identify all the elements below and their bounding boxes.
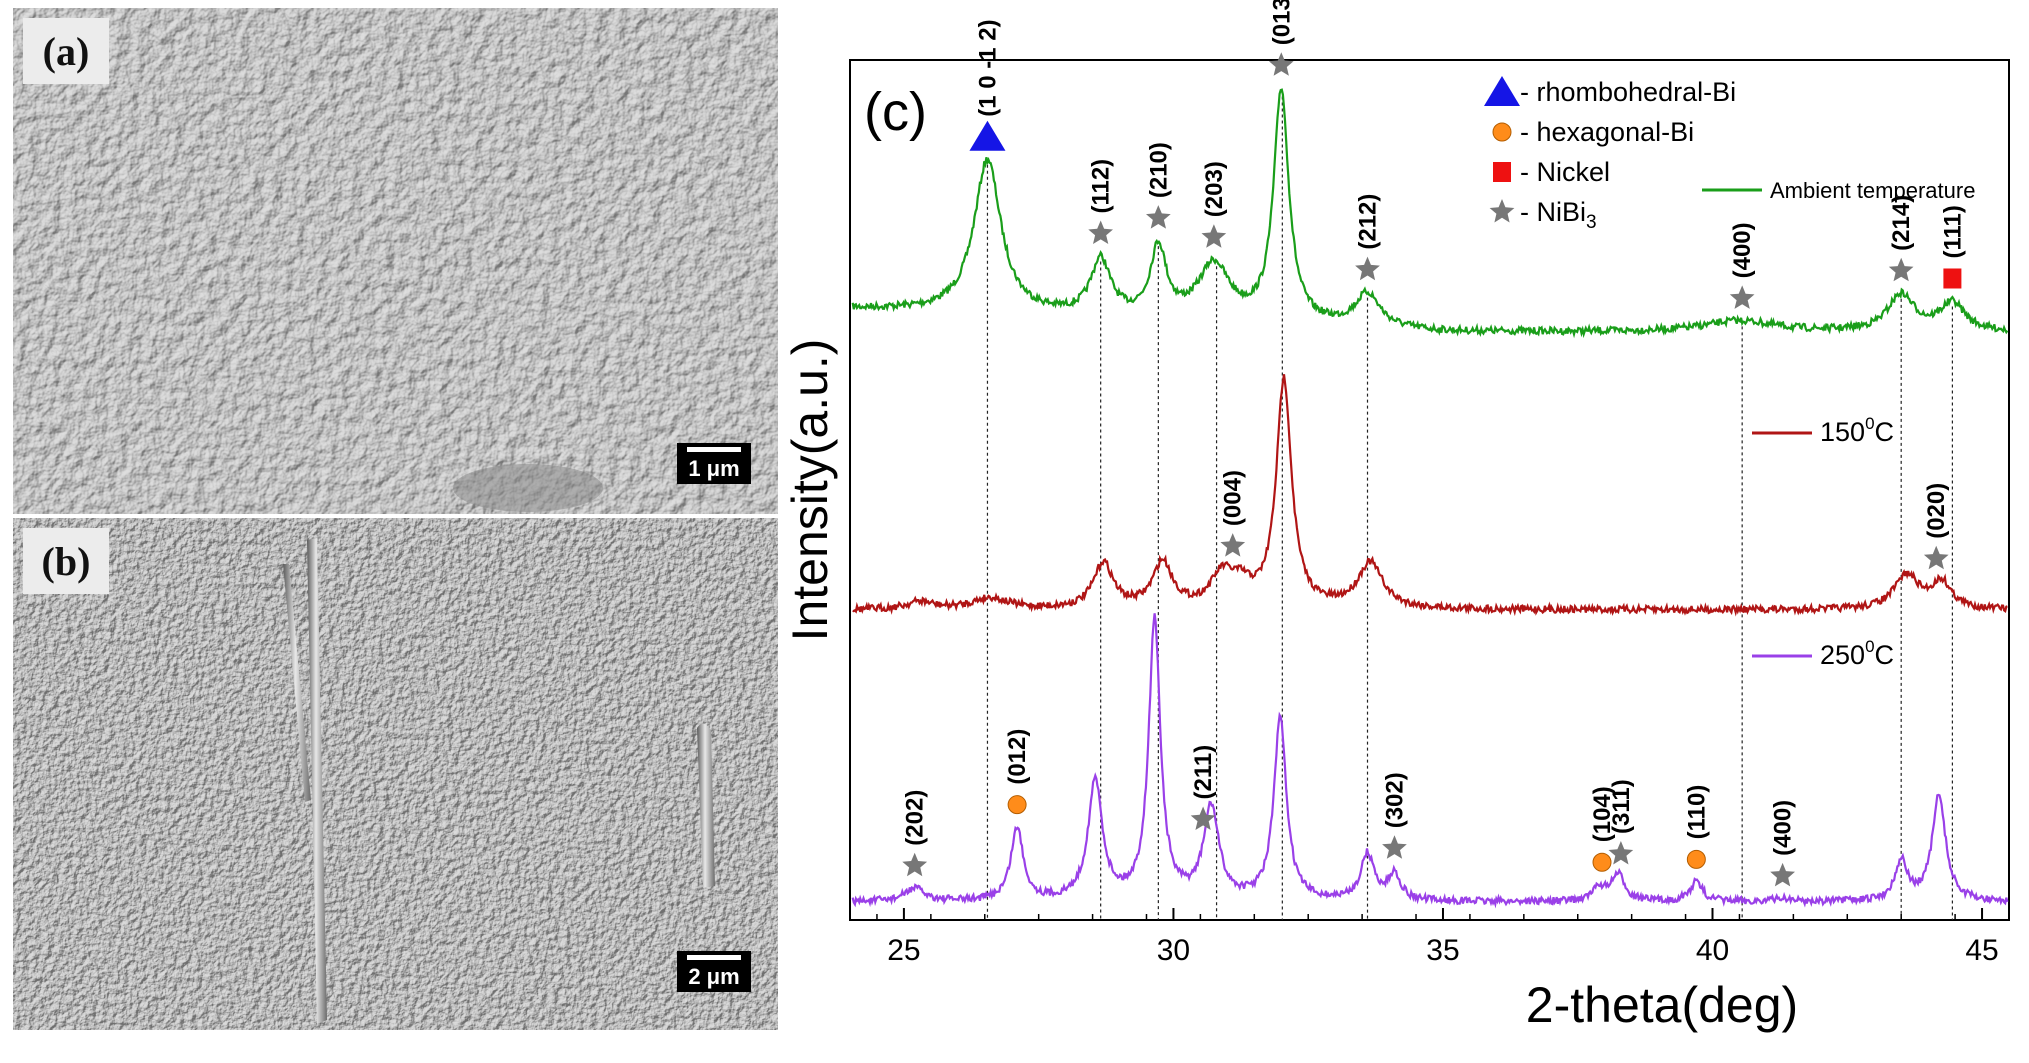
- legend-label: - NiBi3: [1520, 197, 1597, 233]
- peak-marker-star-icon: [1382, 835, 1407, 859]
- peak-marker-star-icon: [1770, 862, 1795, 887]
- x-tick-label: 35: [1426, 934, 1459, 967]
- peak-label: (211): [1190, 745, 1217, 800]
- peak-label: (104): [1589, 786, 1616, 842]
- scale-bar-line: [687, 955, 741, 960]
- scale-bar-a: 1 μm: [677, 443, 751, 484]
- legend-label-sub: 3: [1586, 212, 1597, 233]
- panel-label-a: (a): [23, 18, 109, 84]
- peak-marker-star-icon: [1190, 806, 1216, 830]
- peak-label: (214): [1888, 195, 1915, 251]
- peak-marker-star-icon: [1923, 545, 1949, 570]
- series-line-0: [851, 88, 2009, 339]
- legend-label: - hexagonal-Bi: [1520, 117, 1694, 147]
- series-label: Ambient temperature: [1770, 178, 1975, 203]
- whisker-thin: [283, 564, 311, 802]
- sem-texture-a: [13, 8, 778, 514]
- peak-marker-star-icon: [1608, 841, 1634, 865]
- series-line-2: [851, 613, 2009, 909]
- series-label-tail: C: [1875, 417, 1895, 447]
- peak-label: (210): [1145, 142, 1172, 198]
- xrd-chart: (1 0 -1 2) (112) (210) (203) (013) (212) (400)…: [782, 0, 2010, 1033]
- legend-star-icon: [1489, 199, 1515, 223]
- scale-bar-b: 2 μm: [677, 951, 751, 992]
- x-tick-label: 25: [887, 934, 920, 967]
- peak-label: (302): [1381, 772, 1408, 828]
- series-line-1: [852, 374, 2008, 617]
- peak-label: (212): [1355, 194, 1382, 250]
- peak-label: (203): [1201, 161, 1228, 217]
- xrd-chart-panel: (1 0 -1 2) (112) (210) (203) (013) (212) (400)…: [782, 0, 2029, 1063]
- peak-label: (1 0 -1 2): [974, 19, 1001, 116]
- peak-label: (020): [1923, 483, 1950, 539]
- plot-frame: [849, 59, 2010, 921]
- legend-label: - rhombohedral-Bi: [1520, 77, 1736, 107]
- legend-circle-icon: [1492, 122, 1512, 142]
- panel-label-c: (c): [864, 82, 927, 142]
- x-tick-label: 45: [1965, 934, 1998, 967]
- x-tick-label: 40: [1696, 934, 1729, 967]
- scale-bar-text: 1 μm: [688, 456, 740, 481]
- x-axis: 25 30 35 40 45: [876, 908, 1999, 967]
- peak-marker-star-icon: [1146, 205, 1171, 229]
- series-label-sup: 0: [1865, 414, 1874, 433]
- peak-label: (311): [1608, 779, 1635, 834]
- x-axis-title: 2-theta(deg): [1526, 977, 1798, 1033]
- sem-image-b: (b) 2 μm: [13, 518, 778, 1030]
- peak-marker-star-icon: [1729, 285, 1755, 309]
- whisker-short: [697, 723, 715, 888]
- series-curves: [851, 88, 2009, 909]
- peak-label: (110): [1683, 785, 1710, 840]
- legend-triangle-icon: [1484, 76, 1520, 106]
- peak-label: (012): [1004, 729, 1031, 785]
- peak-marker-square-icon: [1943, 268, 1962, 289]
- peak-annotations: (1 0 -1 2) (112) (210) (203) (013) (212) (400)…: [902, 0, 1966, 887]
- whisker-long: [307, 538, 327, 1024]
- peak-label: (013): [1268, 0, 1295, 45]
- x-tick-label: 30: [1157, 934, 1190, 967]
- peak-marker-star-icon: [902, 852, 928, 877]
- peak-label: (004): [1220, 470, 1247, 526]
- peak-marker-star-icon: [1088, 220, 1113, 244]
- peak-marker-circle-icon: [1686, 849, 1706, 869]
- peak-label: (112): [1088, 159, 1115, 214]
- peak-marker-triangle-icon: [969, 120, 1006, 151]
- peak-label: (400): [1729, 222, 1756, 278]
- peak-marker-star-icon: [1201, 224, 1227, 248]
- sem-image-a: (a) 1 μm: [13, 8, 778, 514]
- series-labels: Ambient temperature 1500C 2500C: [1702, 178, 1975, 670]
- peak-label: (111): [1939, 205, 1966, 258]
- series-label: 2500C: [1820, 637, 1894, 670]
- scale-bar-text: 2 μm: [688, 964, 740, 989]
- legend-label: - Nickel: [1520, 157, 1610, 187]
- reference-lines: [986, 96, 1953, 920]
- peak-marker-star-icon: [1355, 256, 1380, 281]
- series-label-tail: C: [1875, 640, 1895, 670]
- peak-marker-star-icon: [1888, 257, 1914, 282]
- peak-marker-circle-icon: [1592, 852, 1612, 872]
- series-label-sup: 0: [1865, 637, 1874, 656]
- peak-marker-circle-icon: [1007, 795, 1027, 815]
- scale-bar-line: [687, 447, 741, 452]
- legend-square-icon: [1493, 162, 1511, 182]
- panel-label-b: (b): [23, 528, 109, 594]
- sem-texture-b: [13, 518, 778, 1030]
- peak-marker-star-icon: [1220, 533, 1246, 557]
- peak-label: (202): [902, 790, 929, 846]
- y-axis-title: Intensity(a.u.): [782, 339, 838, 642]
- peak-label: (400): [1770, 800, 1797, 856]
- symbol-legend: - rhombohedral-Bi - hexagonal-Bi - Nickel -…: [1484, 76, 1736, 233]
- peak-marker-star-icon: [1268, 52, 1294, 76]
- series-label: 1500C: [1820, 414, 1894, 447]
